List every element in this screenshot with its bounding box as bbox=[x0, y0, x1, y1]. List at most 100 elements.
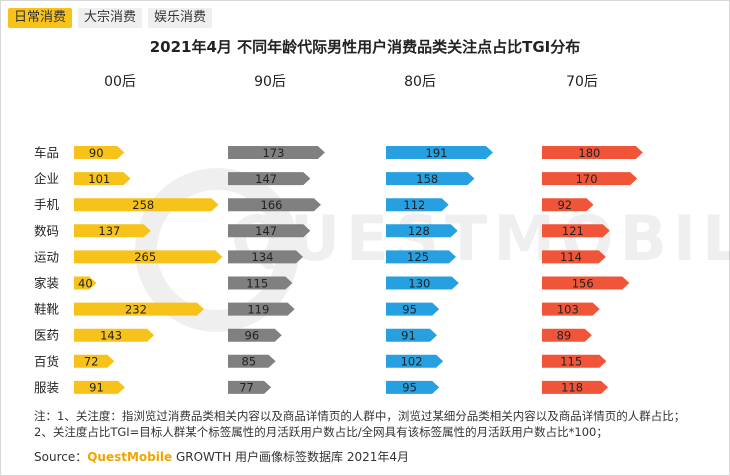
data-label-90后-医药: 96 bbox=[245, 329, 260, 343]
data-label-80后-车品: 191 bbox=[426, 146, 448, 160]
bar-70后-车品 bbox=[542, 146, 643, 159]
data-label-70后-手机: 92 bbox=[557, 198, 572, 212]
category-label-4: 运动 bbox=[34, 249, 59, 264]
bar-70后-数码 bbox=[542, 224, 610, 238]
bar-80后-车品 bbox=[386, 146, 493, 159]
category-tabs: 日常消费 大宗消费 娱乐消费 bbox=[8, 8, 213, 28]
data-label-70后-数码: 121 bbox=[562, 224, 584, 238]
data-label-80后-手机: 112 bbox=[403, 198, 425, 212]
bar-80后-鞋靴 bbox=[386, 302, 440, 316]
bar-70后-家装 bbox=[542, 276, 630, 290]
data-label-90后-企业: 147 bbox=[255, 172, 277, 186]
bar-00后-医药 bbox=[74, 328, 155, 342]
data-label-00后-数码: 137 bbox=[98, 224, 120, 238]
bar-90后-百货 bbox=[228, 354, 276, 368]
bar-90后-鞋靴 bbox=[228, 302, 295, 316]
source-brand: QuestMobile bbox=[87, 450, 173, 464]
data-label-80后-服装: 95 bbox=[402, 381, 417, 395]
data-label-00后-服装: 91 bbox=[89, 381, 104, 395]
data-label-80后-运动: 125 bbox=[407, 250, 429, 264]
bar-00后-家装 bbox=[74, 276, 97, 290]
data-label-70后-鞋靴: 103 bbox=[557, 302, 579, 316]
data-label-90后-运动: 134 bbox=[252, 250, 274, 264]
bar-90后-运动 bbox=[228, 250, 304, 264]
data-label-80后-鞋靴: 95 bbox=[402, 302, 417, 316]
bar-90后-数码 bbox=[228, 224, 311, 238]
bar-80后-手机 bbox=[386, 198, 449, 212]
bar-70后-医药 bbox=[542, 328, 592, 342]
data-label-00后-企业: 101 bbox=[88, 172, 110, 186]
bar-80后-家装 bbox=[386, 276, 459, 290]
bar-00后-车品 bbox=[74, 146, 125, 159]
category-label-0: 车品 bbox=[34, 145, 59, 160]
bar-80后-百货 bbox=[386, 354, 444, 368]
bar-80后-服装 bbox=[386, 380, 440, 394]
bar-70后-百货 bbox=[542, 354, 607, 368]
data-label-00后-车品: 90 bbox=[89, 146, 104, 160]
data-label-70后-医药: 89 bbox=[557, 329, 572, 343]
tab-bulk-consumption[interactable]: 大宗消费 bbox=[78, 8, 143, 28]
watermark-text: QUESTMOBILE bbox=[231, 202, 730, 275]
category-label-7: 医药 bbox=[34, 328, 59, 343]
bar-70后-运动 bbox=[542, 250, 606, 264]
bar-80后-运动 bbox=[386, 250, 456, 264]
series-header-80后: 80后 bbox=[404, 74, 436, 90]
bar-80后-企业 bbox=[386, 172, 475, 186]
data-label-90后-手机: 166 bbox=[261, 198, 283, 212]
data-label-00后-医药: 143 bbox=[100, 329, 122, 343]
series-header-90后: 90后 bbox=[254, 74, 286, 90]
data-label-00后-鞋靴: 232 bbox=[125, 302, 147, 316]
bar-90后-医药 bbox=[228, 328, 282, 342]
category-label-1: 企业 bbox=[34, 171, 59, 186]
data-label-90后-服装: 77 bbox=[239, 381, 254, 395]
series-header-70后: 70后 bbox=[566, 74, 598, 90]
data-label-70后-家装: 156 bbox=[572, 276, 594, 290]
data-label-70后-服装: 118 bbox=[561, 381, 583, 395]
data-label-90后-数码: 147 bbox=[255, 224, 277, 238]
data-label-70后-企业: 170 bbox=[576, 172, 598, 186]
bar-00后-服装 bbox=[74, 380, 125, 394]
bar-70后-服装 bbox=[542, 380, 609, 394]
data-label-00后-运动: 265 bbox=[134, 250, 156, 264]
bar-80后-医药 bbox=[386, 328, 437, 342]
data-label-00后-家装: 40 bbox=[78, 276, 93, 290]
bar-00后-百货 bbox=[74, 354, 115, 368]
data-label-00后-百货: 72 bbox=[84, 355, 99, 369]
bar-80后-数码 bbox=[386, 224, 458, 238]
bar-90后-手机 bbox=[228, 198, 321, 212]
category-label-9: 服装 bbox=[34, 380, 59, 395]
data-label-90后-鞋靴: 119 bbox=[247, 302, 269, 316]
data-label-80后-百货: 102 bbox=[401, 355, 423, 369]
source-line: Source：QuestMobile GROWTH 用户画像标签数据库 2021… bbox=[34, 448, 409, 465]
bar-00后-手机 bbox=[74, 198, 219, 212]
data-label-70后-运动: 114 bbox=[560, 250, 582, 264]
bar-00后-运动 bbox=[74, 250, 223, 264]
data-label-80后-数码: 128 bbox=[408, 224, 430, 238]
category-label-8: 百货 bbox=[34, 354, 59, 369]
bar-90后-家装 bbox=[228, 276, 293, 290]
data-label-90后-百货: 85 bbox=[241, 355, 256, 369]
footnote: 注：1、关注度：指浏览过消费品类相关内容以及商品详情页的人群中，浏览过某细分品类… bbox=[34, 409, 686, 439]
bar-70后-企业 bbox=[542, 172, 638, 186]
category-label-5: 家装 bbox=[34, 276, 59, 291]
bar-90后-服装 bbox=[228, 380, 272, 394]
data-label-80后-医药: 91 bbox=[401, 329, 416, 343]
bar-70后-手机 bbox=[542, 198, 594, 212]
category-label-6: 鞋靴 bbox=[34, 302, 60, 317]
data-label-70后-百货: 115 bbox=[560, 355, 582, 369]
bar-70后-鞋靴 bbox=[542, 302, 600, 316]
bar-00后-鞋靴 bbox=[74, 302, 204, 316]
bar-00后-数码 bbox=[74, 224, 151, 238]
chart-title: 2021年4月 不同年龄代际男性用户消费品类关注点占比TGI分布 bbox=[149, 38, 581, 56]
data-label-80后-家装: 130 bbox=[408, 276, 430, 290]
series-header-00后: 00后 bbox=[104, 74, 136, 90]
tab-entertainment-consumption[interactable]: 娱乐消费 bbox=[148, 8, 213, 28]
source-prefix: Source： bbox=[34, 450, 88, 464]
data-label-80后-企业: 158 bbox=[416, 172, 438, 186]
category-label-3: 数码 bbox=[34, 223, 59, 238]
data-label-90后-家装: 115 bbox=[246, 276, 268, 290]
category-label-2: 手机 bbox=[34, 197, 60, 212]
tab-daily-consumption[interactable]: 日常消费 bbox=[8, 8, 73, 28]
